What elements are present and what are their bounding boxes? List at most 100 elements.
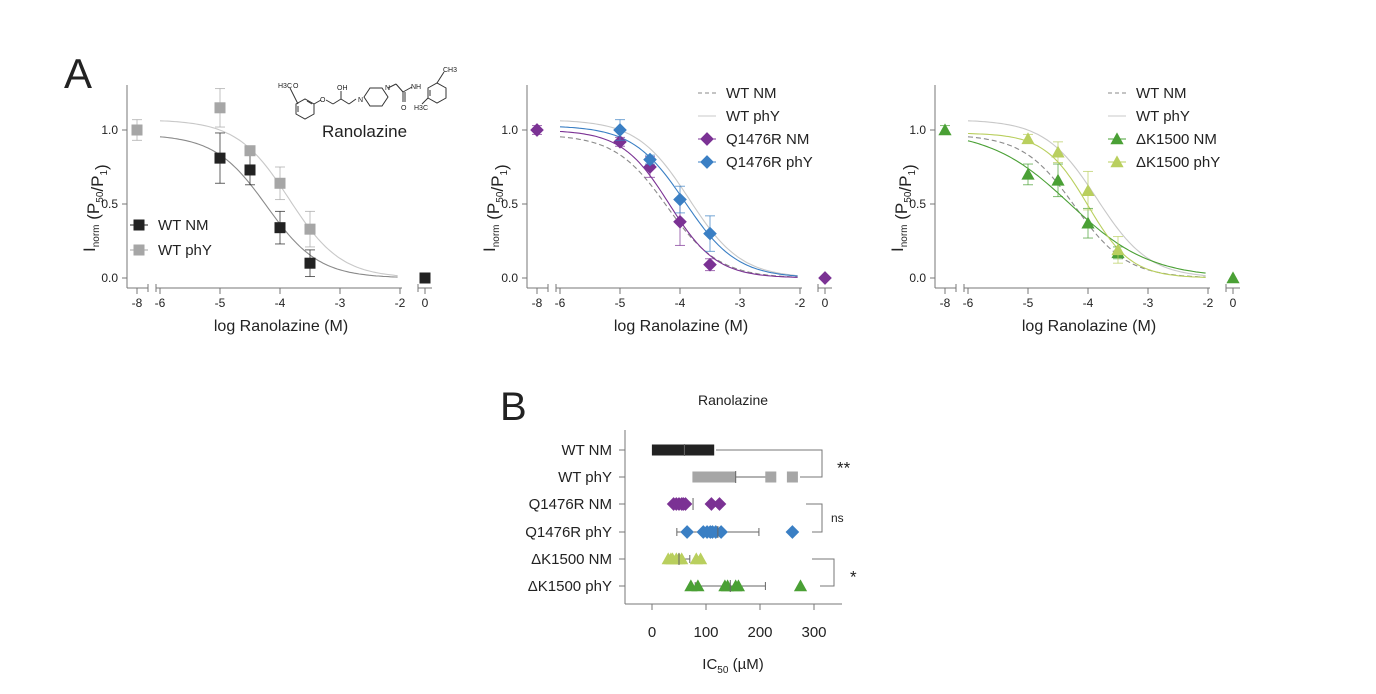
y-title-subscript: 1: [99, 170, 110, 176]
y-tick-label: 0.0: [909, 271, 926, 285]
ic50-point: [703, 444, 715, 456]
x-tick-label: -4: [1083, 296, 1094, 310]
benzene-ring-right: [427, 82, 447, 104]
data-point: [673, 192, 687, 207]
reference-fit-curve: [559, 120, 798, 277]
y-title-part: ): [92, 164, 111, 170]
x-axis-title: log Ranolazine (M): [614, 318, 748, 335]
legend-label: WT phY: [158, 242, 212, 259]
data-point: [304, 257, 316, 269]
data-point: [1111, 243, 1125, 256]
x-tick-label-broken: -8: [132, 296, 143, 310]
y-title-part: I: [888, 247, 907, 252]
fit-curve: [967, 132, 1206, 278]
atom-nh: NH: [411, 84, 421, 91]
data-point: [703, 257, 717, 272]
legend-label: WT NM: [158, 217, 209, 234]
x-tick-label: -5: [215, 296, 226, 310]
fit-curve: [559, 126, 798, 277]
y-title-subscript: norm: [899, 224, 910, 247]
significance-label: **: [837, 459, 851, 478]
x-tick-label: 300: [801, 624, 826, 641]
x-tick-label: -6: [555, 296, 566, 310]
y-title-part: /P: [896, 176, 915, 192]
significance-label: ns: [831, 511, 844, 525]
x-tick-label: -5: [615, 296, 626, 310]
x-tick-label-broken: 0: [1230, 296, 1237, 310]
data-point: [643, 160, 657, 174]
atom-o2: O: [320, 97, 326, 104]
category-label: Q1476R NM: [529, 496, 612, 513]
y-title-part: (P: [84, 203, 103, 225]
atom-n1: N: [358, 97, 363, 104]
y-tick-label: 0.5: [909, 197, 926, 211]
category-label: WT NM: [561, 442, 612, 459]
ic50-point: [765, 471, 777, 483]
data-point: [613, 135, 627, 149]
significance-bracket: [812, 558, 835, 587]
y-axis-title: Inorm (P50/P1): [80, 164, 111, 252]
x-tick-label: -3: [1143, 296, 1154, 310]
category-label: Q1476R phY: [525, 524, 612, 541]
legend-marker: [700, 132, 714, 146]
legend-marker: [133, 219, 145, 231]
legend-label: WT phY: [726, 108, 780, 125]
y-tick-label: 0.0: [501, 271, 518, 285]
category-label: ΔK1500 phY: [528, 578, 612, 595]
dose-response-panel-2: 0.0 0.5 1.0 -6 -5 -4 -3 -2 -8 0 log Ranolazine (M)…: [480, 85, 832, 335]
ic50-point: [785, 525, 800, 539]
data-point: [1021, 132, 1035, 145]
x-axis-title: log Ranolazine (M): [214, 318, 348, 335]
x-tick-label: -3: [335, 296, 346, 310]
x-axis-title: IC50 (µM): [702, 656, 763, 676]
y-tick-label: 1.0: [101, 123, 118, 137]
data-point: [818, 271, 832, 285]
legend-label: WT NM: [726, 85, 777, 102]
legend-label: ΔK1500 phY: [1136, 154, 1220, 171]
x-title-part: IC: [702, 656, 717, 673]
ic50-point: [714, 525, 728, 539]
y-title-part: I: [80, 247, 99, 252]
x-tick-label: 200: [747, 624, 772, 641]
legend-label: Q1476R NM: [726, 131, 809, 148]
panel-label-a: A: [64, 50, 92, 97]
x-title-part: (µM): [728, 656, 763, 673]
data-point: [274, 222, 286, 234]
data-point: [1021, 167, 1035, 180]
y-title-subscript: 50: [95, 191, 106, 203]
x-tick-label-broken: -8: [940, 296, 951, 310]
significance-label: *: [850, 568, 857, 587]
data-point: [214, 102, 226, 114]
dose-response-panel-1: 0.0 0.5 1.0 -6 -5 -4 -3 -2 -8 0 log Ranolazine (M)…: [80, 85, 432, 335]
atom-oh: OH: [337, 85, 348, 92]
x-tick-label: -6: [963, 296, 974, 310]
data-point: [1081, 184, 1095, 196]
x-tick-label-broken: -8: [532, 296, 543, 310]
y-title-subscript: 1: [499, 170, 510, 176]
data-point: [613, 123, 627, 137]
category-label: ΔK1500 NM: [531, 551, 612, 568]
data-point: [1081, 216, 1095, 229]
data-point: [673, 214, 687, 229]
data-point: [244, 145, 256, 157]
ic50-point: [712, 497, 727, 511]
y-title-part: ): [492, 164, 511, 170]
x-tick-label: -2: [795, 296, 806, 310]
legend-marker: [1110, 155, 1124, 168]
data-point: [214, 152, 226, 164]
legend-label: WT phY: [1136, 108, 1190, 125]
data-point: [1226, 271, 1240, 284]
atom-h3co: H3C: [278, 83, 292, 90]
y-title-subscript: 50: [903, 191, 914, 203]
ic50-point: [793, 579, 808, 592]
legend-label: ΔK1500 NM: [1136, 131, 1217, 148]
legend-marker: [700, 155, 714, 169]
data-point: [1051, 145, 1065, 158]
y-axis-title: Inorm (P50/P1): [888, 164, 919, 252]
reference-fit-curve: [967, 120, 1206, 277]
ic50-point: [678, 497, 693, 511]
y-title-part: I: [480, 247, 499, 252]
x-tick-label: -6: [155, 296, 166, 310]
x-tick-label: 0: [648, 624, 656, 641]
